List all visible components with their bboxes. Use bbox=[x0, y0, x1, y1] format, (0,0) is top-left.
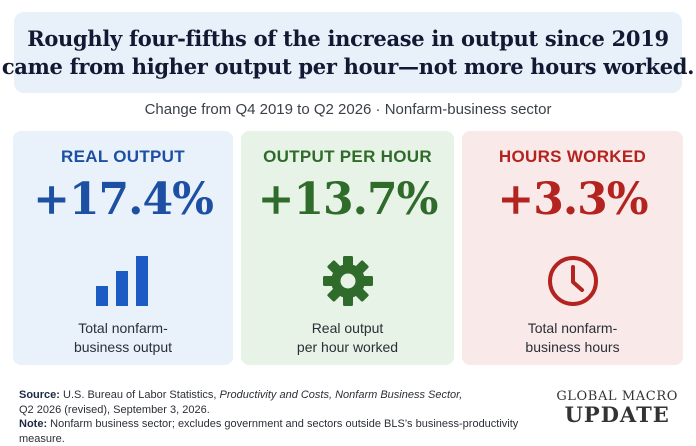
card-hours-worked: HOURS WORKED +3.3% Total nonfarm- busine… bbox=[462, 131, 683, 365]
footer-notes: Source: U.S. Bureau of Labor Statistics,… bbox=[19, 388, 529, 446]
card-real-output: REAL OUTPUT +17.4% Total nonfarm- busine… bbox=[13, 131, 233, 365]
note-text: Nonfarm business sector; excludes govern… bbox=[19, 418, 519, 445]
headline-banner: Roughly four-fifths of the increase in o… bbox=[2, 12, 694, 93]
card-description: Total nonfarm- business output bbox=[23, 319, 223, 357]
card-description-line-2: business output bbox=[73, 339, 173, 355]
card-description: Real output per hour worked bbox=[251, 319, 444, 357]
note-line: Note: Nonfarm business sector; excludes … bbox=[19, 417, 529, 446]
note-label: Note: bbox=[19, 418, 48, 430]
card-description-line-1: Total nonfarm- bbox=[527, 320, 618, 336]
card-output-per-hour: OUTPUT PER HOUR +13.7% Real output per h… bbox=[241, 131, 454, 365]
brand-logo: GLOBAL MACRO UPDATE bbox=[556, 389, 678, 426]
card-value: +17.4% bbox=[33, 174, 214, 225]
card-title: OUTPUT PER HOUR bbox=[263, 147, 432, 166]
card-title: HOURS WORKED bbox=[498, 147, 647, 166]
gear-icon bbox=[321, 254, 375, 313]
source-line-1: Source: U.S. Bureau of Labor Statistics,… bbox=[19, 388, 529, 403]
headline-line-1: Roughly four-fifths of the increase in o… bbox=[27, 25, 669, 51]
card-description-line-1: Total nonfarm- bbox=[78, 320, 168, 336]
card-title: REAL OUTPUT bbox=[61, 147, 185, 166]
bar-chart-icon bbox=[96, 254, 150, 311]
card-description-line-1: Real output bbox=[311, 320, 384, 336]
clock-icon bbox=[546, 254, 600, 313]
source-label: Source: bbox=[19, 389, 60, 401]
brand-name-bottom: UPDATE bbox=[564, 402, 670, 427]
source-publication: Productivity and Costs, Nonfarm Business… bbox=[219, 389, 463, 401]
card-description-line-2: per hour worked bbox=[296, 339, 399, 355]
card-description-line-2: business hours bbox=[525, 339, 620, 355]
headline-line-2: came from higher output per hour—not mor… bbox=[1, 53, 695, 79]
source-text: U.S. Bureau of Labor Statistics, bbox=[59, 389, 220, 401]
card-description: Total nonfarm- business hours bbox=[472, 319, 673, 357]
source-line-2: Q2 2026 (revised), September 3, 2026. bbox=[19, 403, 210, 416]
card-value: +3.3% bbox=[497, 174, 648, 225]
subtitle: Change from Q4 2019 to Q2 2026 · Nonfarm… bbox=[144, 101, 552, 118]
brand-name-top: GLOBAL MACRO bbox=[556, 389, 678, 404]
card-value: +13.7% bbox=[257, 174, 439, 225]
